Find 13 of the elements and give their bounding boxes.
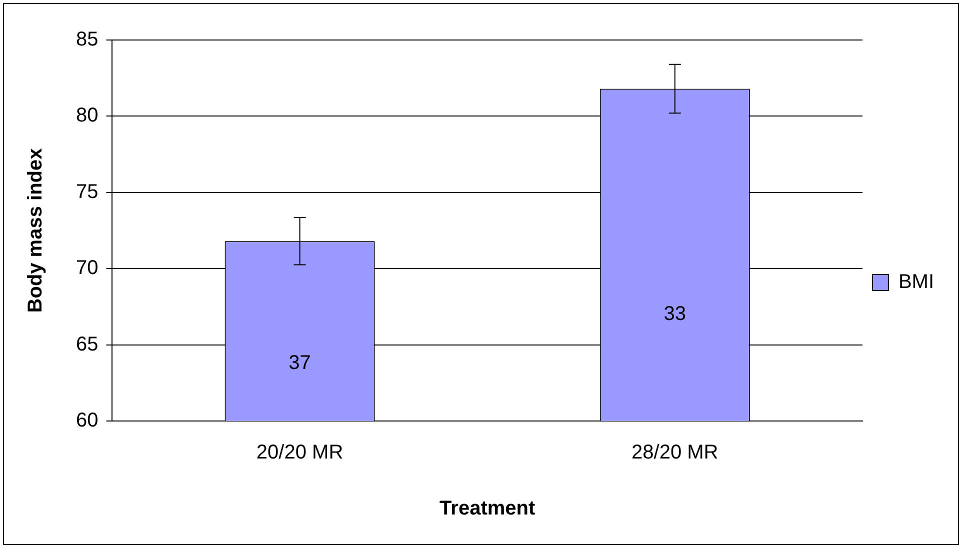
legend-label: BMI (898, 271, 934, 294)
y-tick-label: 60 (76, 410, 98, 432)
y-tick-label: 70 (76, 257, 98, 280)
annotation: 37 (288, 352, 311, 374)
y-tick-label: 65 (76, 333, 98, 356)
annotation: 33 (664, 303, 686, 326)
x-axis-title: Treatment (440, 498, 536, 520)
x-tick-label: 28/20 MR (632, 442, 718, 464)
y-tick-label: 85 (76, 28, 98, 51)
x-tick-label: 20/20 MR (256, 442, 344, 464)
y-axis-title: Body mass index (24, 148, 47, 313)
y-tick-label: 80 (76, 104, 98, 127)
y-tick-label: 75 (76, 180, 98, 203)
